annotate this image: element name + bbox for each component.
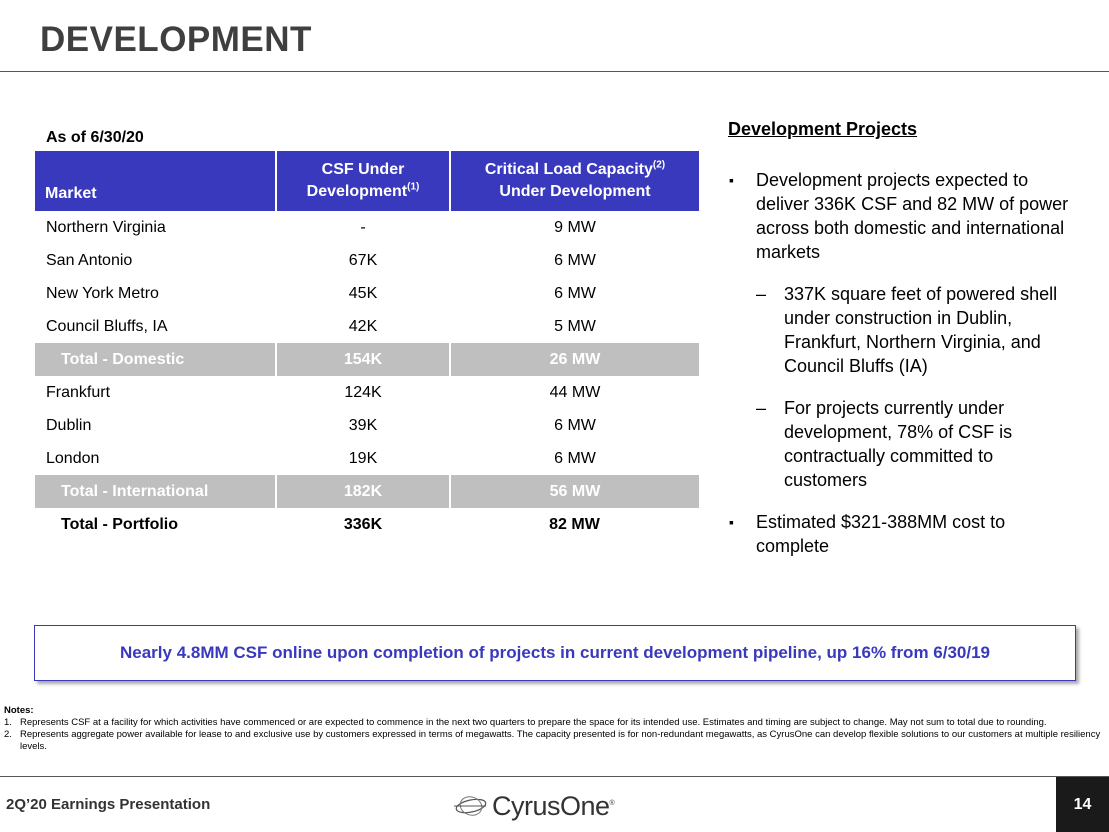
footnote-number: 2. xyxy=(4,729,12,740)
footer-divider xyxy=(0,776,1109,777)
orbit-logo-icon xyxy=(454,796,487,816)
footnote-ref-1: (1) xyxy=(407,181,420,193)
presentation-name: 2Q’20 Earnings Presentation xyxy=(6,796,211,813)
market-cell: Frankfurt xyxy=(46,383,111,401)
bullet-item: ▪ Estimated $321-388MM cost to complete xyxy=(728,510,1073,558)
page-number: 14 xyxy=(1056,777,1109,832)
footnote-text: Represents CSF at a facility for which a… xyxy=(20,717,1047,728)
footnote-text: Represents aggregate power available for… xyxy=(20,729,1101,752)
sub-bullet-text: For projects currently under development… xyxy=(784,398,1013,490)
header-market: Market xyxy=(35,151,276,211)
as-of-date: As of 6/30/20 xyxy=(46,129,144,146)
registered-mark: ® xyxy=(609,799,615,807)
footnote-number: 1. xyxy=(4,717,12,728)
csf-cell: 19K xyxy=(275,442,450,475)
callout-box: Nearly 4.8MM CSF online upon completion … xyxy=(34,625,1076,681)
header-capacity: Critical Load Capacity(2) Under Developm… xyxy=(449,151,699,211)
development-table: Market CSF Under Development(1) Critical… xyxy=(35,151,699,541)
market-cell: Total - Portfolio xyxy=(61,515,179,533)
bullet-item: ▪ Development projects expected to deliv… xyxy=(728,168,1073,264)
market-cell: Council Bluffs, IA xyxy=(46,317,168,335)
sub-bullet-text: 337K square feet of powered shell under … xyxy=(784,284,1058,376)
title-divider xyxy=(0,71,1109,72)
csf-cell: 182K xyxy=(275,475,450,508)
capacity-cell: 6 MW xyxy=(449,409,699,442)
capacity-cell: 6 MW xyxy=(449,244,699,277)
csf-cell: 124K xyxy=(275,376,450,409)
csf-cell: - xyxy=(275,211,450,244)
csf-cell: 154K xyxy=(275,343,450,376)
capacity-cell: 5 MW xyxy=(449,310,699,343)
square-bullet-icon: ▪ xyxy=(729,172,734,188)
header-csf-line1: CSF Under xyxy=(321,161,405,178)
csf-cell: 336K xyxy=(343,515,383,533)
market-cell: San Antonio xyxy=(46,251,133,269)
header-csf: CSF Under Development(1) xyxy=(275,151,450,211)
header-capacity-line2: Under Development xyxy=(499,183,651,200)
logo-wordmark: CyrusOne® xyxy=(492,790,615,822)
capacity-cell: 6 MW xyxy=(449,442,699,475)
table-row: Frankfurt 124K 44 MW xyxy=(35,376,699,409)
bullet-text: Development projects expected to deliver… xyxy=(756,170,1069,262)
company-logo: CyrusOne® xyxy=(452,786,615,826)
capacity-cell: 26 MW xyxy=(449,343,699,376)
header-capacity-line1: Critical Load Capacity xyxy=(484,161,653,178)
footnotes: Notes: 1. Represents CSF at a facility f… xyxy=(4,705,1105,753)
notes-title: Notes: xyxy=(4,705,34,716)
capacity-cell: 44 MW xyxy=(449,376,699,409)
capacity-cell: 56 MW xyxy=(449,475,699,508)
square-bullet-icon: ▪ xyxy=(729,514,734,530)
csf-cell: 39K xyxy=(275,409,450,442)
subtotal-row-international: Total - International 182K 56 MW xyxy=(35,475,699,508)
table-row: Council Bluffs, IA 42K 5 MW xyxy=(35,310,699,343)
capacity-cell: 82 MW xyxy=(549,515,600,533)
page-title: DEVELOPMENT xyxy=(40,20,312,59)
table-row: Northern Virginia - 9 MW xyxy=(35,211,699,244)
footnote-item: 2. Represents aggregate power available … xyxy=(4,729,1105,753)
table-row: New York Metro 45K 6 MW xyxy=(35,277,699,310)
market-cell: Total - Domestic xyxy=(35,343,276,376)
subtotal-row-domestic: Total - Domestic 154K 26 MW xyxy=(35,343,699,376)
capacity-cell: 9 MW xyxy=(449,211,699,244)
dash-bullet-icon: – xyxy=(756,284,767,304)
csf-cell: 67K xyxy=(275,244,450,277)
bullet-text: Estimated $321-388MM cost to complete xyxy=(756,512,1006,556)
dash-bullet-icon: – xyxy=(756,398,767,418)
capacity-cell: 6 MW xyxy=(449,277,699,310)
market-cell: Dublin xyxy=(46,416,92,434)
development-projects-list: ▪ Development projects expected to deliv… xyxy=(728,168,1073,576)
header-csf-line2: Development xyxy=(306,183,408,200)
market-cell: Northern Virginia xyxy=(46,218,166,236)
market-cell: New York Metro xyxy=(46,284,159,302)
market-cell: London xyxy=(46,449,100,467)
footnote-ref-2: (2) xyxy=(652,159,666,171)
sub-bullet-item: – For projects currently under developme… xyxy=(728,396,1073,492)
logo-text: CyrusOne xyxy=(492,790,610,821)
development-projects-heading: Development Projects xyxy=(728,119,918,139)
csf-cell: 45K xyxy=(275,277,450,310)
sub-bullet-item: – 337K square feet of powered shell unde… xyxy=(728,282,1073,378)
csf-cell: 42K xyxy=(275,310,450,343)
total-row-portfolio: Total - Portfolio 336K 82 MW xyxy=(35,508,699,541)
table-header-row: Market CSF Under Development(1) Critical… xyxy=(35,151,699,211)
table-row: London 19K 6 MW xyxy=(35,442,699,475)
market-cell: Total - International xyxy=(35,475,276,508)
table-row: San Antonio 67K 6 MW xyxy=(35,244,699,277)
table-row: Dublin 39K 6 MW xyxy=(35,409,699,442)
footnote-item: 1. Represents CSF at a facility for whic… xyxy=(4,717,1105,729)
